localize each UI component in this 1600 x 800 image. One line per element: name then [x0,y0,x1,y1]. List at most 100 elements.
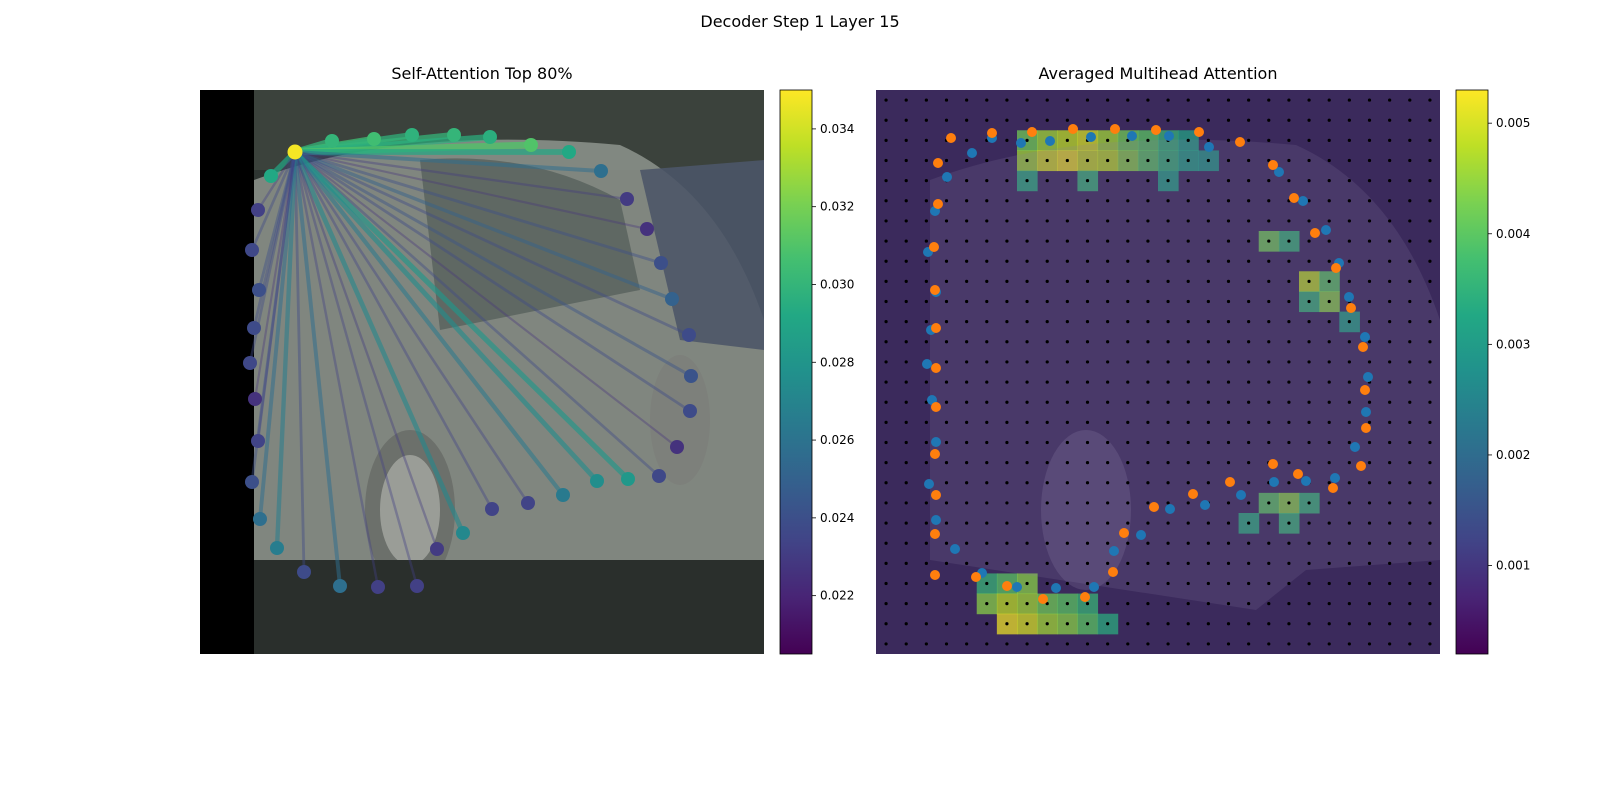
grid-dot [1206,440,1210,445]
keypoint-marker [1165,504,1175,514]
grid-dot [1146,481,1150,485]
grid-dot [1408,320,1412,324]
grid-dot [1126,239,1130,243]
grid-dot [1186,179,1190,183]
attention-point [556,488,570,502]
grid-dot [1367,158,1372,163]
grid-dot [1025,561,1029,565]
grid-dot [1367,299,1372,304]
grid-dot [1166,602,1170,606]
grid-dot [904,400,908,404]
grid-dot [1045,501,1049,505]
grid-dot [904,299,908,304]
grid-dot [1186,118,1190,122]
grid-dot [965,602,969,606]
attention-line [293,150,663,265]
grid-dot [1085,642,1090,646]
grid-dot [1388,602,1392,606]
grid-dot [1327,602,1331,606]
grid-dot [1428,360,1432,364]
grid-dot [1005,420,1009,424]
grid-dot [1408,279,1412,283]
grid-dot [1367,521,1372,525]
keypoint-marker [1136,530,1146,540]
grid-dot [1247,541,1251,545]
grid-dot [985,440,989,445]
grid-dot [1065,340,1069,344]
grid-dot [924,602,928,606]
keypoint-marker [1269,477,1279,487]
grid-dot [1065,239,1069,243]
grid-dot [1367,360,1372,364]
grid-dot [1065,360,1069,364]
keypoint-series [922,124,1373,604]
grid-dot [1045,400,1049,404]
grid-dot [1126,400,1130,404]
keypoint-marker [1119,528,1129,538]
grid-dot [1065,118,1069,122]
grid-dot [1307,521,1311,525]
grid-dot [1408,179,1412,183]
grid-dot [1388,158,1392,163]
grid-dot [884,622,888,626]
keypoint-marker [1330,473,1340,483]
attention-point [243,356,257,370]
grid-dot [944,602,949,606]
grid-dot [944,259,949,263]
grid-dot [1206,561,1210,565]
grid-dot [1186,320,1190,324]
grid-dot [1186,199,1190,203]
grid-dot [1347,581,1351,586]
grid-dot [924,199,928,203]
grid-dot [1166,380,1170,384]
grid-dot [1106,581,1110,586]
grid-dot [1388,541,1392,545]
grid-dot [924,158,928,163]
grid-dot [1428,642,1432,646]
grid-dot [904,199,908,203]
attention-point [456,526,470,540]
attention-point [683,404,697,418]
grid-dot [1085,461,1090,465]
grid-dot [1388,521,1392,525]
grid-dot [1267,179,1271,183]
grid-dot [1085,541,1090,545]
grid-dot [1428,481,1432,485]
keypoint-marker [1127,131,1137,141]
keypoint-marker [930,449,940,459]
grid-dot [1287,179,1291,183]
grid-dot [904,138,908,142]
grid-dot [1186,501,1190,505]
grid-dot [1428,622,1432,626]
grid-dot [985,521,989,525]
grid-dot [1166,521,1170,525]
grid-dot [1085,622,1090,626]
grid-dot [1106,158,1110,163]
grid-dot [1025,461,1029,465]
grid-dot [1428,98,1432,102]
grid-dot [1267,360,1271,364]
grid-dot [1045,179,1049,183]
grid-dot [1065,521,1069,525]
grid-dot [985,360,989,364]
attention-line [293,150,342,588]
grid-dot [1226,440,1231,445]
grid-dot [1226,340,1231,344]
grid-dot [1065,642,1069,646]
grid-dot [1186,340,1190,344]
grid-dot [1206,199,1210,203]
grid-dot [1388,561,1392,565]
grid-dot [1247,461,1251,465]
grid-dot [1186,239,1190,243]
attention-line [293,150,691,337]
keypoint-marker [930,285,940,295]
grid-dot [1005,622,1009,626]
attention-line [252,150,297,330]
grid-dot [1367,138,1372,142]
grid-dot [1065,561,1069,565]
grid-dot [1106,622,1110,626]
grid-dot [1206,279,1210,283]
grid-dot [1247,380,1251,384]
grid-dot [1045,239,1049,243]
grid-dot [1065,581,1069,586]
